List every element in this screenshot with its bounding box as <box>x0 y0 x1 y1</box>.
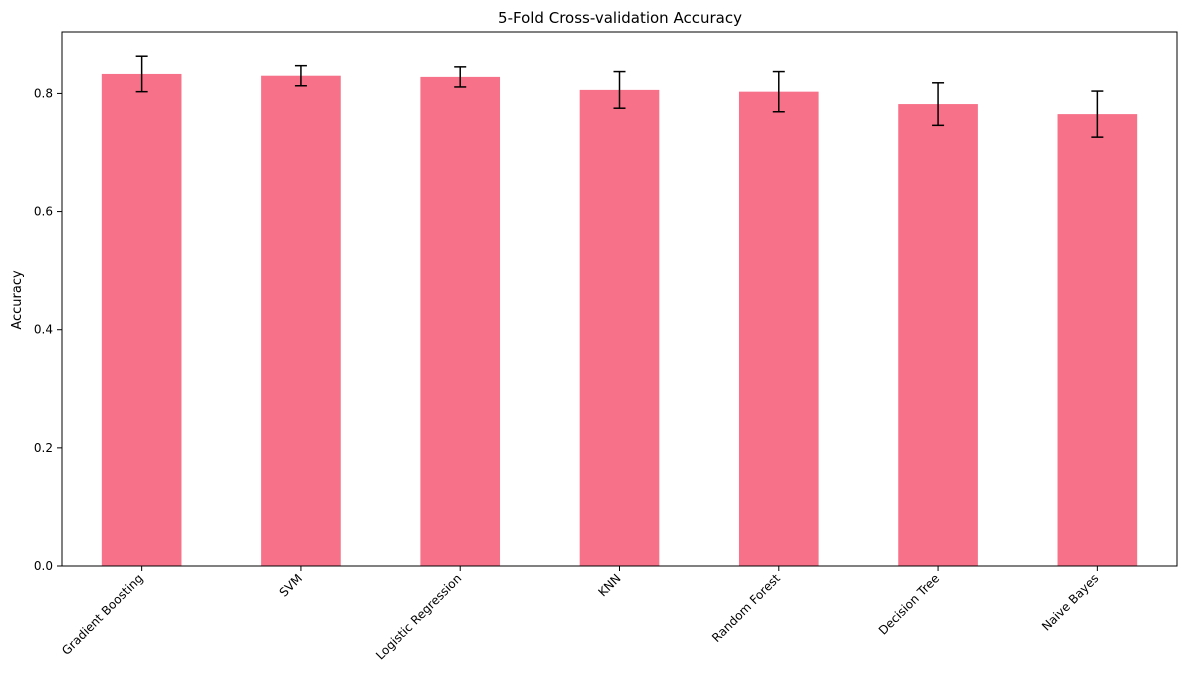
bar <box>420 76 501 567</box>
x-axis: Gradient Boosting SVM Logistic Regression K… <box>59 566 1101 663</box>
bar <box>101 73 182 567</box>
error-bar <box>294 64 307 87</box>
error-bar <box>932 82 945 127</box>
chart-title: 5-Fold Cross-validation Accuracy <box>498 9 742 27</box>
y-axis: 0.0 0.2 0.4 0.6 0.8 <box>34 86 62 573</box>
error-bars-group <box>135 55 1104 138</box>
error-bar <box>1091 90 1104 138</box>
x-tick-label: Decision Tree <box>876 571 942 637</box>
bar <box>898 104 978 566</box>
error-bar <box>454 66 467 88</box>
x-tick-label: KNN <box>595 571 623 599</box>
bar <box>261 75 341 566</box>
y-tick-label: 0.8 <box>34 86 53 100</box>
y-tick-label: 0.2 <box>34 441 53 455</box>
bar <box>738 91 819 567</box>
bars-group <box>101 73 1138 567</box>
error-bar <box>135 55 148 93</box>
y-tick-label: 0.0 <box>34 559 53 573</box>
y-axis-label: Accuracy <box>10 270 25 330</box>
y-tick-label: 0.6 <box>34 205 53 219</box>
bar <box>579 89 660 567</box>
plot-frame <box>61 31 1178 567</box>
x-tick-label: Naive Bayes <box>1039 571 1101 633</box>
x-tick-label: Random Forest <box>709 571 783 645</box>
error-bar <box>613 70 626 109</box>
x-tick-label: Logistic Regression <box>373 571 464 662</box>
x-tick-label: Gradient Boosting <box>59 571 146 658</box>
y-tick-label: 0.4 <box>34 323 53 337</box>
error-bar <box>772 70 785 113</box>
bar <box>1057 114 1138 567</box>
x-tick-label: SVM <box>277 571 305 599</box>
